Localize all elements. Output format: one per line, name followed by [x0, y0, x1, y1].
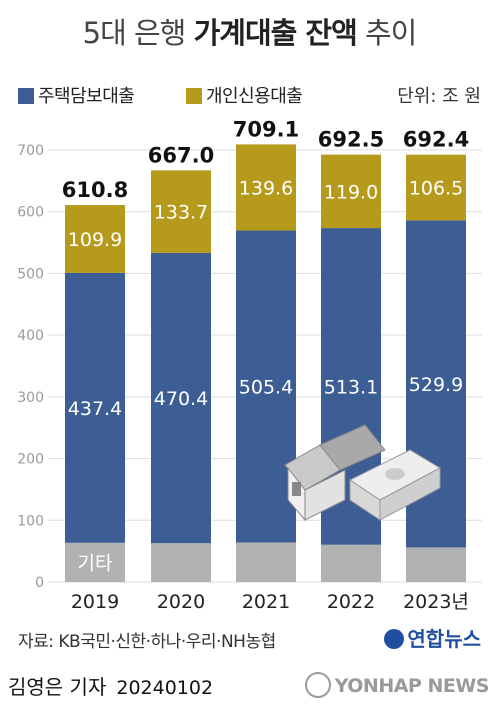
byline: 김영은 기자 20240102 — [8, 671, 213, 700]
brand-name: 연합뉴스 — [407, 627, 481, 651]
bar-other-2 — [236, 542, 296, 582]
bar-other-4 — [406, 547, 466, 582]
legend-label-mortgage: 주택담보대출 — [38, 86, 135, 107]
bar-other-1 — [151, 543, 211, 582]
watermark-icon — [304, 672, 331, 698]
y-tick-label-300: 300 — [17, 390, 44, 406]
y-tick-label-400: 400 — [17, 328, 44, 344]
x-tick-label-3: 2022 — [327, 591, 375, 613]
data-label-personal-3: 119.0 — [324, 181, 378, 203]
x-tick-label-4: 2023년 — [403, 591, 469, 613]
data-label-mortgage-3: 513.1 — [324, 376, 378, 398]
data-label-mortgage-1: 470.4 — [154, 388, 208, 410]
bar-mortgage-0 — [65, 272, 125, 543]
x-tick-label-0: 2019 — [71, 591, 119, 613]
x-tick-label-1: 2020 — [157, 591, 205, 613]
money-stack-right — [379, 467, 441, 521]
legend-label-personal: 개인신용대출 — [206, 86, 303, 107]
bar-mortgage-2 — [236, 230, 296, 543]
unit-label: 단위: 조 원 — [397, 86, 481, 107]
title-part-2: 추이 — [356, 16, 417, 50]
title-part-1: 5대 은행 — [82, 16, 194, 50]
stacked-bar-chart: 0 100 200 300 400 500 600 700 기타 437.4 109.9 610.8 2… — [17, 117, 482, 613]
y-tick-label-500: 500 — [17, 266, 44, 282]
legend-personal: 개인신용대출 — [186, 82, 303, 108]
house-roof-right — [319, 424, 386, 471]
bar-personal-1 — [151, 170, 211, 253]
bar-mortgage-1 — [151, 252, 211, 544]
legend-mortgage: 주택담보대출 — [18, 82, 135, 108]
data-label-mortgage-2: 505.4 — [239, 376, 293, 398]
title-part-bold: 가계대출 잔액 — [193, 16, 358, 50]
data-label-personal-2: 139.6 — [239, 177, 293, 199]
house-window — [292, 482, 301, 496]
bar-personal-0 — [65, 205, 125, 273]
watermark-text: YONHAP NEWS — [334, 675, 490, 697]
data-label-other-0: 기타 — [78, 552, 113, 574]
x-tick-label-2: 2021 — [242, 591, 290, 613]
total-label-1: 667.0 — [148, 143, 214, 167]
reporter-name: 김영은 기자 — [8, 675, 107, 699]
bar-personal-4 — [406, 154, 466, 221]
brand-logo: 연합뉴스 — [384, 623, 481, 652]
data-label-personal-4: 106.5 — [409, 178, 463, 200]
bar-other-3 — [321, 544, 381, 582]
source-note: 자료: KB국민·신한·하나·우리·NH농협 — [18, 632, 276, 652]
data-label-mortgage-0: 437.4 — [68, 398, 122, 420]
data-label-mortgage-4: 529.9 — [409, 374, 463, 396]
brand-logo-icon — [384, 629, 405, 649]
y-tick-label-100: 100 — [17, 513, 44, 529]
y-tick-label-600: 600 — [17, 205, 44, 221]
publish-date: 20240102 — [116, 677, 214, 699]
bar-personal-2 — [236, 144, 296, 231]
footer: 김영은 기자 20240102 YONHAP NEWS — [0, 659, 499, 710]
house-money-illustration — [284, 424, 442, 522]
y-tick-label-700: 700 — [17, 143, 44, 159]
bar-other-0 — [65, 542, 125, 582]
chart-title: 5대 은행 가계대출 잔액 추이 — [0, 10, 499, 52]
money-bill-mark — [385, 468, 405, 480]
y-tick-label-200: 200 — [17, 452, 44, 468]
total-label-3: 692.5 — [318, 128, 384, 152]
house-wall-side — [304, 469, 346, 521]
total-label-0: 610.8 — [62, 178, 128, 202]
watermark: YONHAP NEWS — [304, 672, 490, 698]
data-label-personal-0: 109.9 — [68, 229, 122, 251]
bar-personal-3 — [321, 154, 381, 229]
data-label-personal-1: 133.7 — [154, 202, 208, 224]
total-label-4: 692.4 — [403, 128, 469, 152]
y-tick-label-0: 0 — [35, 575, 44, 591]
legend-swatch-personal — [186, 88, 202, 104]
total-label-2: 709.1 — [233, 117, 299, 141]
legend-swatch-mortgage — [18, 88, 34, 104]
